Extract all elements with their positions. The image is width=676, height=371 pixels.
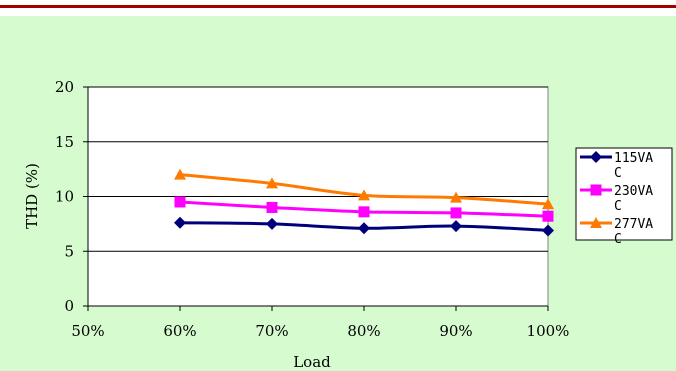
legend-label: 115VA bbox=[614, 151, 653, 166]
data-point bbox=[358, 206, 370, 218]
data-point bbox=[450, 207, 462, 219]
data-point bbox=[542, 198, 554, 210]
legend-label: C bbox=[614, 166, 622, 181]
data-point bbox=[542, 224, 554, 237]
legend-label: C bbox=[614, 199, 622, 214]
legend-label: C bbox=[614, 232, 622, 247]
x-tick-label: 100% bbox=[527, 322, 570, 340]
data-point bbox=[450, 191, 462, 203]
y-tick-label: 20 bbox=[55, 78, 74, 96]
y-tick-label: 5 bbox=[64, 242, 74, 260]
legend-marker bbox=[590, 151, 602, 163]
legend-label: 277VA bbox=[614, 217, 653, 232]
y-tick-label: 15 bbox=[55, 133, 74, 151]
top-rule bbox=[0, 5, 676, 8]
data-point bbox=[358, 222, 370, 235]
data-point bbox=[450, 220, 462, 233]
data-point bbox=[542, 210, 554, 222]
x-tick-label: 60% bbox=[163, 322, 196, 340]
x-tick-label: 50% bbox=[71, 322, 104, 340]
legend-marker bbox=[590, 217, 602, 228]
data-point bbox=[266, 201, 278, 213]
data-point bbox=[174, 168, 186, 180]
data-point bbox=[358, 189, 370, 201]
x-axis-title: Load bbox=[293, 353, 331, 371]
y-tick-label: 10 bbox=[55, 188, 74, 206]
x-tick-label: 70% bbox=[255, 322, 288, 340]
x-tick-label: 90% bbox=[439, 322, 472, 340]
data-point bbox=[174, 216, 186, 229]
data-point bbox=[266, 217, 278, 230]
data-point bbox=[266, 177, 278, 189]
legend-label: 230VA bbox=[614, 184, 653, 199]
legend-marker bbox=[590, 184, 602, 196]
data-point bbox=[174, 196, 186, 208]
x-tick-label: 80% bbox=[347, 322, 380, 340]
y-tick-label: 0 bbox=[64, 297, 74, 315]
y-axis-title: THD (%) bbox=[23, 163, 41, 229]
